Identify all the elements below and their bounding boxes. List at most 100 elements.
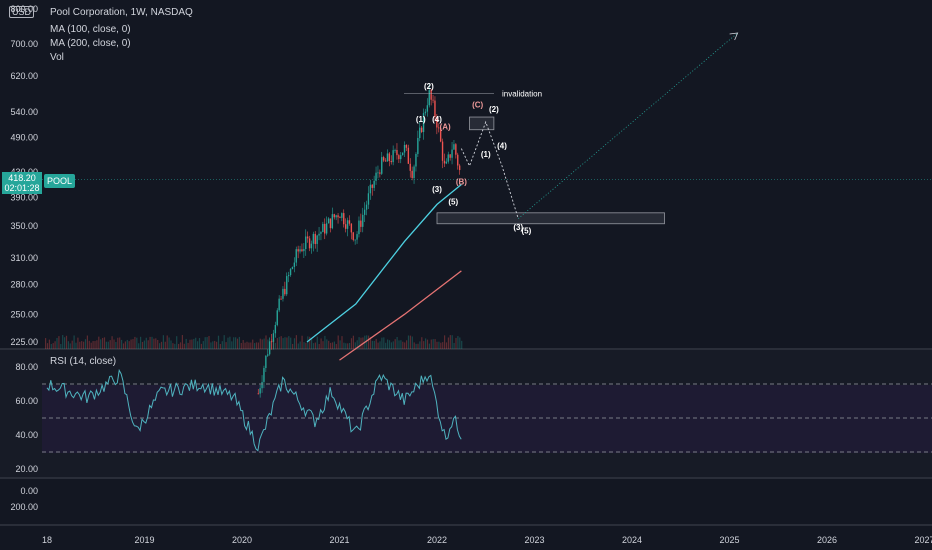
volume-bar [132,339,134,349]
price-tick-label: 430.00 [10,167,38,177]
volume-bar [96,340,98,349]
candle-body [369,184,372,194]
volume-bar [286,337,288,349]
wave-label: (4) [432,115,442,124]
candle-body [373,180,375,188]
candle-body [280,298,282,300]
candle-body [299,249,301,252]
wave-label: (2) [489,105,499,114]
volume-bar [179,342,182,349]
volume-bar [98,336,100,349]
rsi-line [46,368,462,452]
candle-body [430,90,432,100]
volume-bar [136,337,138,349]
volume-bar [160,341,163,349]
price-tick-label: 620.00 [10,71,38,81]
volume-bar [390,342,392,349]
volume-bar [140,336,142,349]
volume-bar [235,337,237,349]
invalidation-label: invalidation [502,89,542,98]
volume-bar [297,343,299,349]
candle-body [371,184,373,188]
candle-body [268,341,271,355]
candle-body [409,163,411,171]
volume-bar [375,338,377,349]
candle-body [403,144,406,153]
volume-bar [305,342,307,349]
volume-bar [337,335,339,349]
candle-body [363,209,366,215]
volume-bar [79,341,81,349]
volume-bar [413,342,415,349]
ma200-legend[interactable]: MA (200, close, 0) [50,38,131,49]
volume-bar [436,341,438,349]
candle-body [360,220,362,227]
candle-body [344,224,347,229]
volume-bar [276,338,278,349]
volume-bar [168,337,170,349]
volume-bar [60,343,62,349]
candle-body [306,236,309,239]
volume-bars [45,335,463,349]
volume-bar [379,341,381,349]
volume-bar [432,339,434,349]
volume-bar [345,343,347,349]
rsi-panel [42,368,932,453]
volume-bar [406,340,408,349]
volume-bar [217,335,220,349]
rsi-legend[interactable]: RSI (14, close) [50,356,117,367]
volume-bar [71,340,73,349]
volume-bar [225,342,227,349]
volume-bar [233,337,235,349]
candle-body [411,170,413,179]
volume-bar [354,342,356,349]
candle-body [354,239,356,241]
time-tick-label: 2020 [232,535,252,545]
time-tick-label: 2027 [914,535,932,545]
candle-body [381,157,383,174]
candle-body [289,269,292,276]
volume-bar [278,336,280,349]
volume-bar [396,336,398,349]
rsi-tick-label: 20.00 [15,464,38,474]
volume-bar [295,335,297,349]
candle-body [434,100,436,118]
candle-body [388,153,391,161]
volume-bar [261,339,263,349]
candle-body [293,262,296,268]
price-tick-label: 490.00 [10,133,38,143]
volume-bar [69,343,71,349]
grid-lines [0,178,932,526]
volume-legend[interactable]: Vol [50,52,64,63]
candle-body [310,243,313,249]
volume-bar [259,338,261,349]
candle-body [436,117,438,128]
volume-bar [411,336,413,349]
price-candles [257,84,461,398]
volume-bar [415,343,417,349]
volume-bar [320,338,322,349]
volume-bar [94,341,96,349]
ma100-legend[interactable]: MA (100, close, 0) [50,24,131,35]
volume-bar [455,337,457,349]
volume-bar [377,342,379,349]
candle-body [449,154,451,158]
candle-body [358,220,360,235]
volume-bar [263,338,265,349]
volume-bar [172,343,174,349]
candle-body [287,275,290,277]
volume-bar [366,335,368,349]
time-tick-label: 2022 [427,535,447,545]
currency-label[interactable]: USD [9,6,35,18]
volume-bar [254,343,256,349]
volume-bar [83,341,85,349]
volume-bar [352,335,354,349]
candle-body [291,267,294,270]
volume-bar [301,335,303,349]
long-projection-line [517,32,738,219]
time-tick-label: 18 [42,535,52,545]
volume-bar [292,343,294,349]
candle-body [274,324,277,334]
volume-bar [368,335,370,349]
